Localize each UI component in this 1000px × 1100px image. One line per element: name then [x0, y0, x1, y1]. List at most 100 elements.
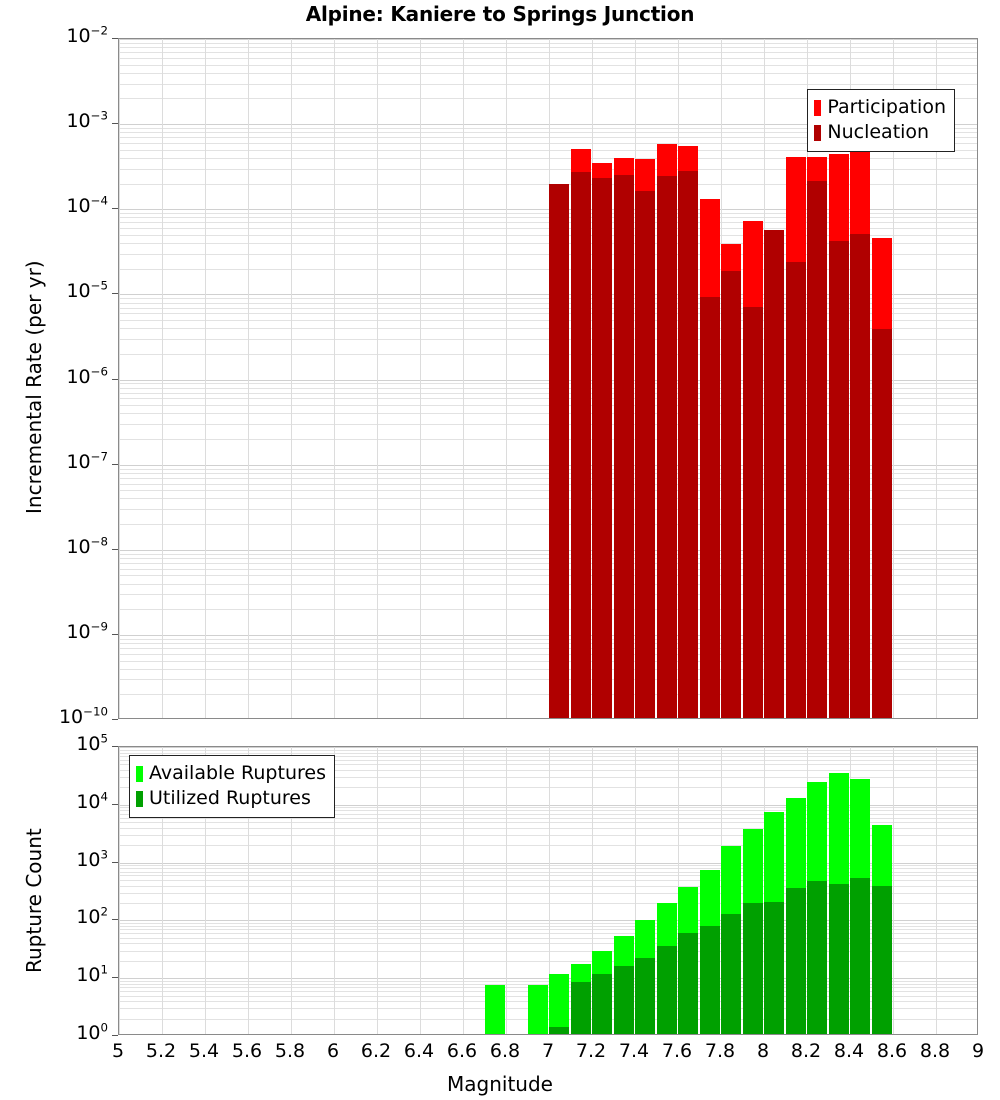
bar	[570, 39, 591, 718]
y-axis-tick-label: 103	[76, 847, 108, 871]
legend-item-nucleation: Nucleation	[814, 120, 946, 145]
bar	[785, 747, 806, 1034]
x-axis-tick-label: 6.8	[489, 1040, 521, 1062]
bar-segment-inner	[592, 178, 612, 718]
bar	[592, 39, 612, 718]
bar-segment-inner	[635, 957, 655, 1034]
bar-segment-inner	[807, 880, 827, 1034]
bar	[613, 39, 634, 718]
bar	[721, 39, 741, 718]
y-axis-tick-mark	[112, 804, 118, 805]
bar-segment-inner	[699, 925, 720, 1034]
bar	[592, 747, 612, 1034]
y-axis-tick-mark	[112, 719, 118, 720]
x-axis-tick-label: 6.2	[360, 1040, 392, 1062]
bar-segment-inner	[764, 901, 784, 1034]
bar	[549, 39, 569, 718]
participation-swatch-icon	[814, 99, 822, 116]
x-axis-tick-label: 5.2	[145, 1040, 177, 1062]
x-axis-tick-label: 8	[756, 1040, 770, 1062]
bar	[742, 39, 763, 718]
bar	[721, 747, 741, 1034]
bar-segment-inner	[549, 1027, 569, 1034]
legend-item-utilized-ruptures: Utilized Ruptures	[136, 786, 326, 811]
x-axis-tick-label: 5.6	[231, 1040, 263, 1062]
bar-segment-inner	[742, 306, 763, 718]
x-axis-tick-label: 5	[111, 1040, 125, 1062]
x-axis-tick-label: 9	[971, 1040, 985, 1062]
legend-item-available-ruptures: Available Ruptures	[136, 761, 326, 786]
bar	[871, 747, 892, 1034]
utilized-ruptures-swatch-icon	[136, 790, 143, 807]
bar	[549, 747, 569, 1034]
bar	[699, 747, 720, 1034]
y-axis-tick-mark	[112, 123, 118, 124]
x-axis-tick-label: 7.2	[575, 1040, 607, 1062]
y-axis-tick-label: 10−7	[66, 449, 108, 473]
bar	[742, 747, 763, 1034]
bar-segment-inner	[678, 170, 698, 718]
x-axis-tick-label: 5.8	[274, 1040, 306, 1062]
legend-label-nucleation: Nucleation	[827, 121, 930, 143]
bar-segment-inner	[635, 191, 655, 718]
bottom-y-axis-label: Rupture Count	[22, 827, 46, 973]
bar-segment-inner	[721, 270, 741, 718]
bar-segment-inner	[828, 241, 849, 718]
x-axis-tick-label: 8.4	[833, 1040, 865, 1062]
nucleation-swatch-icon	[814, 124, 822, 141]
bar-segment-inner	[613, 174, 634, 718]
y-axis-tick-label: 10−4	[66, 193, 108, 218]
bottom-bars	[119, 747, 977, 1034]
bar	[807, 747, 827, 1034]
y-axis-tick-label: 10−3	[66, 108, 108, 133]
bar-segment-outer	[484, 985, 505, 1034]
bar	[828, 747, 849, 1034]
top-legend: Participation Nucleation	[807, 89, 955, 152]
bar-segment-inner	[570, 981, 591, 1034]
y-axis-tick-label: 102	[76, 905, 108, 929]
y-axis-tick-mark	[112, 919, 118, 920]
bar	[527, 747, 548, 1034]
y-axis-tick-label: 101	[76, 962, 108, 987]
bar	[656, 747, 677, 1034]
bar-segment-inner	[828, 883, 849, 1034]
bar-segment-inner	[850, 233, 870, 718]
bar-segment-inner	[721, 913, 741, 1034]
bar-segment-inner	[850, 878, 870, 1034]
bar-segment-inner	[871, 329, 892, 718]
legend-label-participation: Participation	[827, 96, 946, 118]
bar-segment-inner	[699, 297, 720, 718]
y-axis-tick-label: 105	[76, 731, 108, 755]
bar	[613, 747, 634, 1034]
bar-segment-inner	[785, 888, 806, 1034]
x-axis-tick-label: 6.4	[403, 1040, 435, 1062]
legend-label-utilized-ruptures: Utilized Ruptures	[149, 787, 311, 809]
x-axis-tick-label: 6.6	[446, 1040, 478, 1062]
bar-segment-inner	[807, 180, 827, 718]
rupture-count-plot: Available Ruptures Utilized Ruptures	[118, 746, 978, 1035]
y-axis-tick-label: 10−9	[66, 619, 108, 643]
bar	[785, 39, 806, 718]
x-axis-tick-label: 5.4	[188, 1040, 220, 1062]
y-axis-tick-mark	[112, 746, 118, 747]
bar-segment-inner	[549, 183, 569, 718]
y-axis-tick-label: 10−2	[66, 23, 108, 47]
bar-segment-inner	[592, 973, 612, 1034]
bar	[828, 39, 849, 718]
y-axis-tick-mark	[112, 862, 118, 863]
legend-item-participation: Participation	[814, 95, 946, 120]
bottom-legend: Available Ruptures Utilized Ruptures	[129, 755, 335, 818]
bar-segment-inner	[570, 171, 591, 718]
top-bars	[119, 39, 977, 718]
bar	[484, 747, 505, 1034]
bar	[871, 39, 892, 718]
bar	[635, 39, 655, 718]
y-axis-tick-mark	[112, 38, 118, 39]
y-axis-tick-label: 104	[76, 789, 108, 813]
bar-segment-outer	[527, 985, 548, 1034]
top-y-axis-label: Incremental Rate (per yr)	[22, 259, 46, 514]
x-axis-tick-label: 7	[541, 1040, 555, 1062]
y-axis-tick-mark	[112, 1035, 118, 1036]
x-axis-tick-label: 7.6	[661, 1040, 693, 1062]
bar-segment-inner	[871, 885, 892, 1034]
